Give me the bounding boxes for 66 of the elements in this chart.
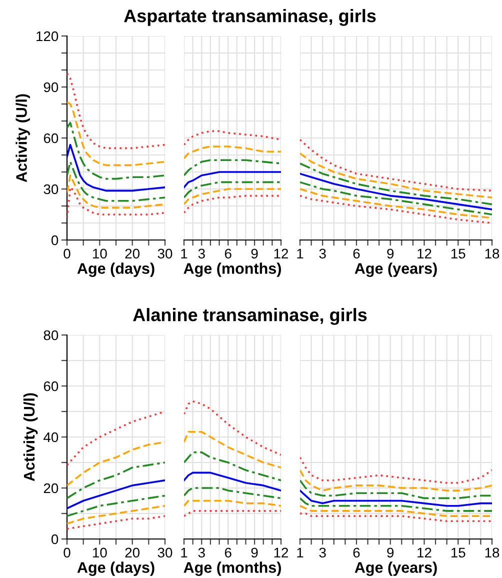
- line-series: [67, 494, 165, 517]
- x-axis-title: Age (days): [77, 562, 154, 576]
- x-axis-title: Age (months): [184, 262, 281, 277]
- x-tick-label: 9: [251, 248, 258, 259]
- x-tick-label: 12: [274, 548, 288, 558]
- line-series: [67, 186, 165, 219]
- x-tick-label: 9: [251, 548, 258, 558]
- x-tick-label: 15: [451, 548, 466, 558]
- y-tick-label: 60: [44, 133, 58, 144]
- x-tick-label: 6: [353, 248, 360, 259]
- x-tick-label: 0: [64, 548, 70, 558]
- x-tick-label: 1: [181, 248, 188, 258]
- y-axis-title: Activity (U/l): [23, 393, 38, 482]
- line-series: [67, 479, 165, 510]
- x-tick-label: 18: [485, 248, 500, 259]
- line-series: [67, 504, 165, 525]
- x-axis-title: Age (days): [77, 262, 154, 277]
- line-series: [67, 72, 165, 150]
- x-axis-title: Age (months): [184, 562, 281, 576]
- y-axis-title: Activity (U/l): [16, 94, 30, 182]
- x-tick-label: 12: [418, 248, 432, 258]
- line-series: [67, 101, 165, 166]
- x-tick-label: 20: [125, 248, 140, 259]
- line-series: [67, 410, 165, 466]
- x-tick-label: 3: [319, 248, 326, 259]
- y-tick-label: 40: [44, 432, 58, 442]
- line-series: [67, 160, 165, 202]
- y-tick-label: 90: [44, 82, 58, 92]
- x-tick-label: 6: [353, 548, 360, 558]
- x-tick-label: 18: [485, 548, 500, 558]
- x-axis-title: Age (years): [354, 562, 437, 576]
- line-series: [67, 174, 165, 209]
- x-tick-label: 12: [418, 548, 432, 558]
- x-tick-label: 1: [181, 548, 188, 558]
- line-series: [67, 441, 165, 486]
- y-tick-label: 0: [51, 534, 58, 544]
- y-tick-label: 0: [51, 235, 58, 246]
- y-tick-label: 80: [44, 330, 58, 340]
- chart-title: Aspartate transaminase, girls: [124, 9, 376, 26]
- line-series: [67, 515, 165, 530]
- y-tick-label: 120: [36, 31, 58, 42]
- x-tick-label: 1: [297, 248, 304, 258]
- y-tick-label: 30: [44, 184, 58, 194]
- x-tick-label: 6: [224, 548, 232, 558]
- x-tick-label: 15: [451, 248, 466, 259]
- chart-title: Alanine transaminase, girls: [133, 308, 367, 325]
- y-tick-label: 20: [44, 483, 58, 494]
- x-tick-label: 30: [158, 548, 172, 558]
- x-tick-label: 9: [387, 548, 394, 558]
- x-tick-label: 3: [198, 248, 205, 259]
- x-tick-label: 0: [64, 248, 70, 259]
- x-tick-label: 30: [158, 248, 172, 259]
- x-axis-title: Age (years): [354, 262, 437, 277]
- x-tick-label: 12: [274, 248, 288, 258]
- x-tick-label: 9: [387, 248, 394, 259]
- x-tick-label: 6: [224, 248, 232, 259]
- y-tick-label: 60: [44, 381, 58, 392]
- line-series: [67, 122, 165, 180]
- line-series: [67, 144, 165, 192]
- x-tick-label: 10: [93, 248, 107, 259]
- x-tick-label: 1: [297, 548, 304, 558]
- line-series: [67, 462, 165, 500]
- x-tick-label: 20: [125, 548, 140, 558]
- x-tick-label: 10: [93, 548, 107, 558]
- x-tick-label: 3: [198, 548, 205, 558]
- x-tick-label: 3: [319, 548, 326, 558]
